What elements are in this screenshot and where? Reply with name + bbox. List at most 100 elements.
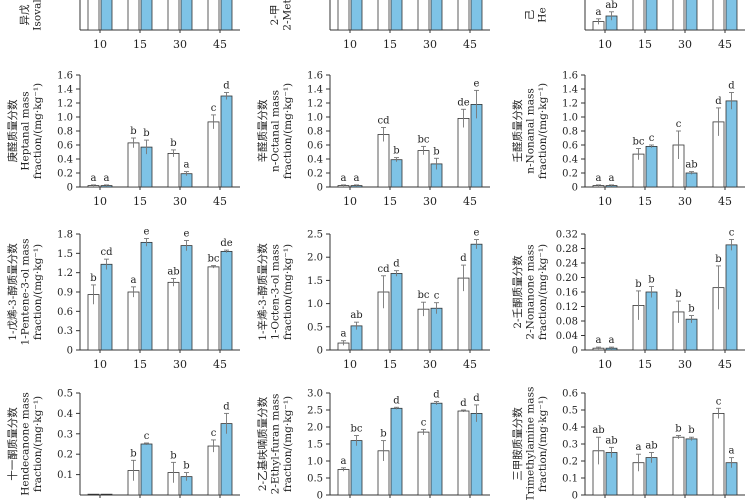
significance-label: e: [474, 78, 480, 89]
significance-label: c: [649, 133, 655, 144]
x-tick-label: 30: [173, 38, 187, 51]
x-tick-label: 15: [638, 38, 652, 51]
bar-open: [167, 0, 180, 31]
y-axis-title-line: n-Nonanal mass: [525, 88, 537, 174]
y-tick-label: 1.0: [307, 457, 323, 468]
x-tick-label: 30: [678, 38, 692, 51]
y-axis-title-line: 2-乙基呋喃质量分数: [256, 396, 269, 491]
y-tick-label: 0.04: [556, 331, 578, 342]
y-tick-label: 0.6: [57, 307, 73, 318]
significance-label: de: [220, 238, 232, 249]
y-axis-title-line: fraction/(mg·kg⁻¹): [282, 396, 294, 492]
y-axis-title-line: fraction/(mg·kg⁻¹): [32, 83, 44, 179]
significance-label: b: [675, 424, 681, 435]
significance-label: d: [223, 401, 230, 412]
y-tick-label: 0.2: [57, 0, 73, 2]
y-axis-title-line: 壬醛质量分数: [511, 99, 524, 162]
significance-label: a: [341, 329, 347, 340]
significance-label: bc: [632, 137, 644, 148]
panel-r2c0: 0 0.3 0.6 0.9 1.2 1.5 1.8 10 15 30 45 b a ab bc cd e e de 1…: [6, 227, 240, 371]
bar-open: [127, 0, 140, 31]
y-axis-title-line: 2-Met: [282, 0, 294, 31]
bar-filled: [390, 159, 403, 188]
bar-open: [457, 118, 470, 188]
significance-label: de: [457, 97, 469, 108]
y-tick-label: 1.2: [57, 268, 73, 279]
bar-open: [337, 0, 350, 31]
bar-filled: [430, 307, 443, 351]
x-tick-label: 10: [93, 358, 107, 371]
bar-filled: [685, 438, 698, 496]
y-tick-label: 0.9: [57, 288, 73, 299]
y-tick-label: 1.4: [57, 85, 73, 96]
y-axis-title-line: 1-Pentene-3-ol mass: [20, 239, 32, 346]
bar-open: [167, 281, 180, 351]
panel-r3c1: 00.51.01.52.02.53.010153045abcdbcddd2-乙基…: [256, 389, 490, 500]
bar-filled: [605, 452, 618, 496]
y-tick-label: 1.8: [57, 230, 73, 241]
significance-label: c: [144, 431, 150, 442]
y-tick-label: 0.3: [57, 429, 73, 440]
y-tick-label: 1.0: [307, 113, 323, 124]
y-tick-label: 0.4: [57, 155, 73, 166]
y-tick-label: 1.6: [307, 71, 323, 82]
bar-open: [167, 152, 180, 188]
bar-open: [207, 121, 220, 188]
bar-filled: [180, 0, 193, 31]
significance-label: bc: [417, 290, 429, 301]
y-tick-label: 0.2: [57, 169, 73, 180]
x-tick-label: 10: [343, 358, 357, 371]
bar-open: [417, 0, 430, 31]
bar-open: [207, 266, 220, 351]
significance-label: ab: [592, 425, 604, 436]
y-tick-label: 1.2: [562, 99, 578, 110]
bar-open: [712, 412, 725, 496]
bar-filled: [390, 407, 403, 496]
y-tick-label: 2.5: [307, 230, 323, 241]
bar-filled: [470, 0, 483, 31]
bar-filled: [470, 243, 483, 351]
y-tick-label: 0: [572, 183, 578, 194]
x-tick-label: 45: [718, 358, 732, 371]
y-axis-title-line: Trimethylamine mass: [525, 387, 537, 500]
significance-label: d: [460, 398, 467, 409]
significance-label: a: [609, 173, 615, 184]
y-tick-label: 0.2: [562, 457, 578, 468]
y-axis-title-line: 己: [524, 9, 536, 20]
x-tick-label: 10: [343, 38, 357, 51]
significance-label: ab: [605, 435, 617, 446]
y-tick-label: 0.4: [562, 155, 578, 166]
y-tick-label: 2.0: [307, 423, 323, 434]
y-axis-title-line: 2-壬酮质量分数: [511, 255, 524, 329]
significance-label: d: [223, 81, 230, 92]
significance-label: c: [729, 227, 735, 238]
significance-label: a: [104, 173, 110, 184]
panel-r3c0: 0.10.20.30.40.510153045bbccbd十一酮质量分数Hend…: [6, 389, 240, 498]
y-tick-label: 0.2: [307, 0, 323, 2]
significance-label: ab: [605, 0, 617, 11]
bar-filled: [645, 457, 658, 496]
y-tick-label: 0.6: [307, 141, 323, 152]
x-tick-label: 30: [173, 358, 187, 371]
panel-r0c2: 10153045ababc己He: [524, 0, 745, 51]
significance-label: ab: [645, 441, 657, 452]
x-tick-label: 15: [383, 195, 397, 208]
bar-open: [337, 469, 350, 496]
y-tick-label: 0.20: [556, 273, 578, 284]
y-axis-title-line: n-Octanal mass: [270, 90, 282, 172]
y-axis-title-line: fraction/(mg·kg⁻¹): [537, 244, 549, 340]
significance-label: a: [91, 173, 97, 184]
bar-open: [672, 436, 685, 496]
y-axis-title-line: 三甲胺质量分数: [511, 407, 524, 481]
x-tick-label: 10: [93, 38, 107, 51]
y-tick-label: 0.5: [562, 406, 578, 417]
y-tick-label: 0.4: [57, 409, 73, 420]
significance-label: b: [90, 273, 96, 284]
bar-filled: [220, 0, 233, 31]
x-tick-label: 15: [133, 38, 147, 51]
bar-filled: [100, 493, 113, 496]
y-tick-label: 0.5: [307, 474, 323, 485]
bar-open: [377, 134, 390, 188]
significance-label: a: [609, 335, 615, 346]
significance-label: cd: [377, 116, 390, 127]
